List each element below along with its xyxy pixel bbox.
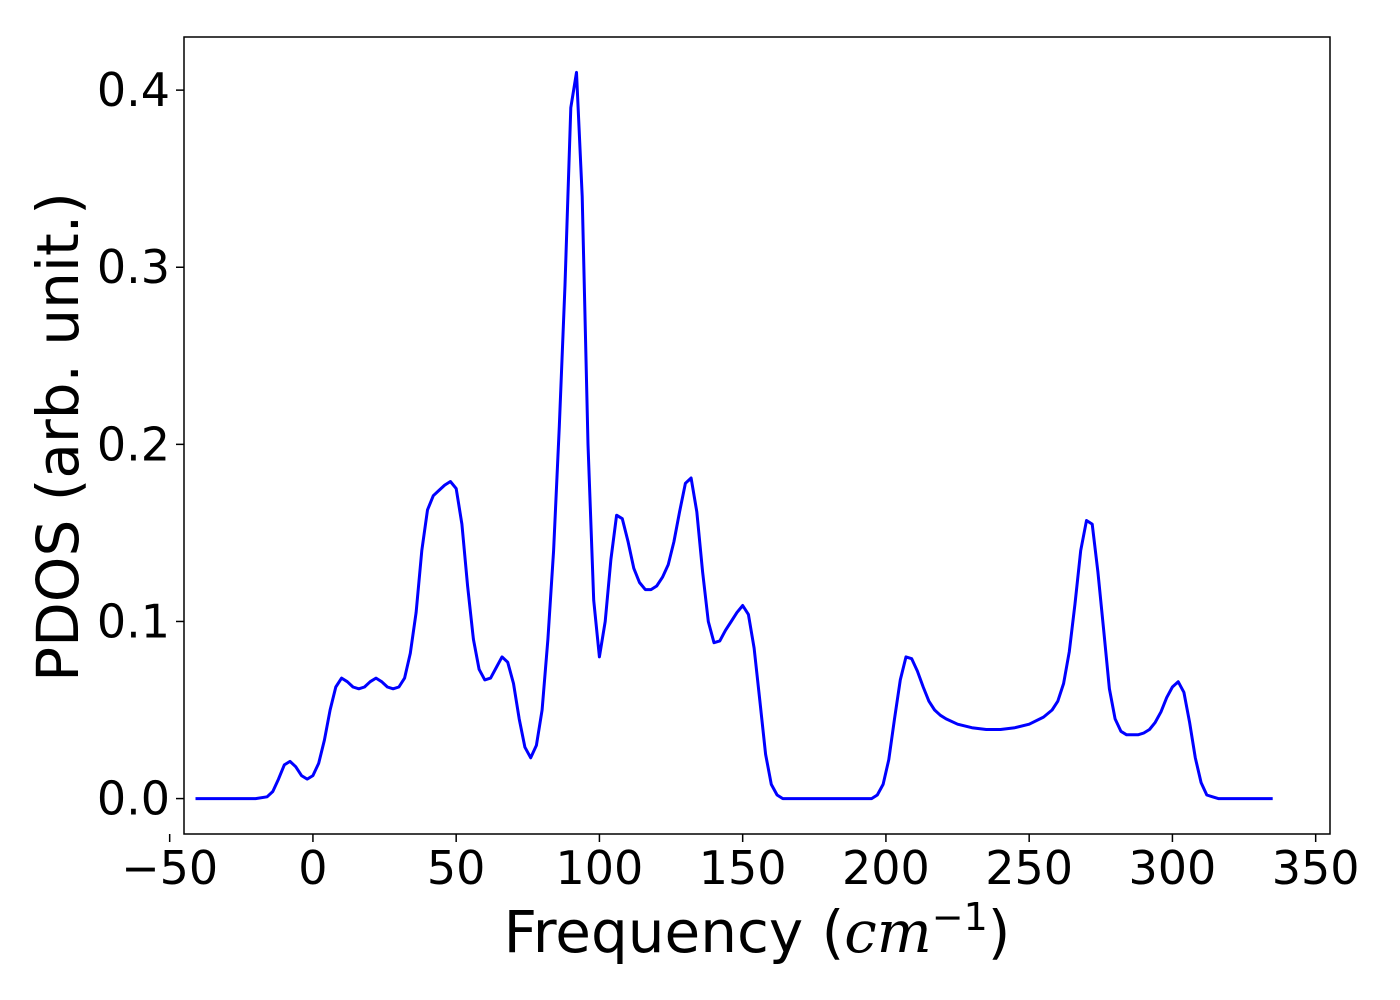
x-axis-label: Frequency (cm−1)	[504, 895, 1011, 966]
plot-area	[183, 36, 1331, 835]
y-axis-label: PDOS (arb. unit.)	[24, 192, 92, 682]
x-tick-label: −50	[121, 841, 218, 895]
x-tick-label: 300	[1129, 841, 1217, 895]
x-tick-label: 200	[842, 841, 930, 895]
x-tick-label: 0	[298, 841, 327, 895]
x-tick-label: 100	[556, 841, 644, 895]
y-tick-label: 0.3	[97, 240, 170, 294]
y-tick-label: 0.1	[97, 594, 170, 648]
x-tick-label: 150	[699, 841, 787, 895]
y-ticks: 0.0 0.1 0.2 0.3 0.4	[97, 63, 184, 826]
x-tick-label: 250	[985, 841, 1073, 895]
x-tick-label: 350	[1272, 841, 1360, 895]
y-tick-label: 0.2	[97, 417, 170, 471]
y-tick-label: 0.4	[97, 63, 170, 117]
x-ticks: −50 0 50 100 150 200 250 300 350	[121, 834, 1360, 895]
x-tick-label: 50	[427, 841, 486, 895]
y-tick-label: 0.0	[97, 772, 170, 826]
pdos-line	[195, 70, 1273, 801]
